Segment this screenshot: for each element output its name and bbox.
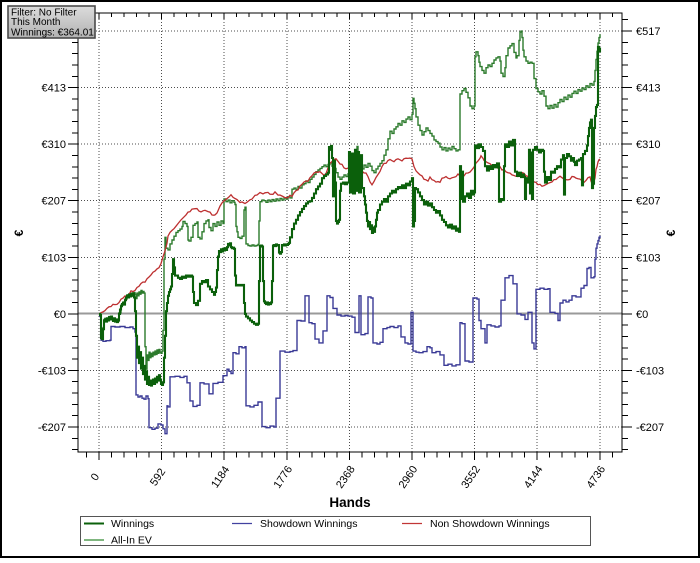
svg-text:0: 0 xyxy=(89,471,102,483)
svg-text:€: € xyxy=(664,229,678,236)
svg-text:Non Showdown Winnings: Non Showdown Winnings xyxy=(430,518,550,530)
svg-text:Hands: Hands xyxy=(329,495,370,510)
svg-text:Showdown Winnings: Showdown Winnings xyxy=(260,518,357,530)
svg-text:€517: €517 xyxy=(636,26,660,38)
svg-text:-€103: -€103 xyxy=(38,365,66,377)
svg-text:This Month: This Month xyxy=(11,17,60,28)
svg-text:€103: €103 xyxy=(42,252,66,264)
svg-text:Filter: No Filter: Filter: No Filter xyxy=(11,8,77,19)
svg-text:€207: €207 xyxy=(42,196,66,208)
svg-text:€413: €413 xyxy=(636,83,660,95)
svg-text:€310: €310 xyxy=(636,139,660,151)
svg-text:-€207: -€207 xyxy=(38,422,66,434)
svg-text:€0: €0 xyxy=(54,309,66,321)
svg-text:€: € xyxy=(12,229,26,236)
svg-text:€310: €310 xyxy=(42,139,66,151)
svg-text:€207: €207 xyxy=(636,196,660,208)
svg-text:All-In EV: All-In EV xyxy=(111,535,152,547)
svg-text:Winnings: Winnings xyxy=(111,518,154,530)
svg-text:€0: €0 xyxy=(636,309,648,321)
svg-text:€413: €413 xyxy=(42,83,66,95)
svg-text:€103: €103 xyxy=(636,252,660,264)
svg-text:-€103: -€103 xyxy=(636,365,664,377)
svg-text:-€207: -€207 xyxy=(636,422,664,434)
svg-text:Winnings: €364.01: Winnings: €364.01 xyxy=(11,28,94,39)
